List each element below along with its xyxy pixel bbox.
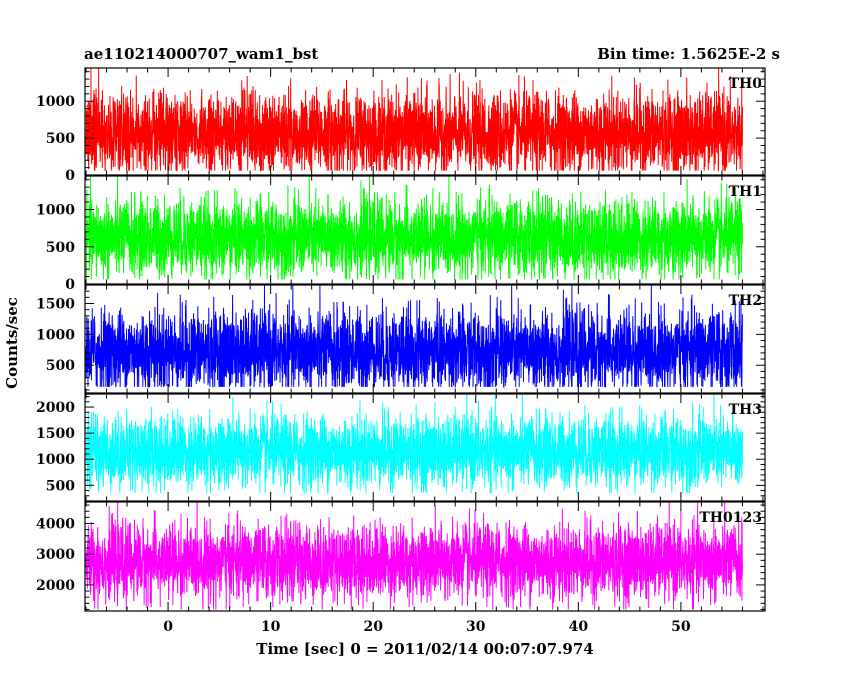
series-line-th0123 <box>85 501 743 610</box>
x-tick-label: 0 <box>163 619 173 635</box>
y-tick-label: 4000 <box>36 516 75 532</box>
panel-frame <box>84 393 766 502</box>
x-tick-label: 20 <box>363 619 383 635</box>
series-line-th0 <box>85 67 743 172</box>
x-axis-label: Time [sec] 0 = 2011/02/14 00:07:07.974 <box>256 640 593 658</box>
y-tick-label: 0 <box>65 277 75 293</box>
panel-th0: 0 500 1000 TH0 <box>36 67 766 184</box>
panel-frame <box>84 501 766 612</box>
y-tick-label: 0 <box>65 168 75 184</box>
panel-label-th0123: TH0123 <box>699 510 762 526</box>
panel-th0123: 2000 3000 4000 TH0123 <box>36 501 766 612</box>
chart-title-right: Bin time: 1.5625E-2 s <box>597 45 780 63</box>
y-tick-label: 1500 <box>36 426 75 442</box>
panel-label-th0: TH0 <box>729 76 763 92</box>
y-tick-label: 3000 <box>36 547 75 563</box>
panel-label-th2: TH2 <box>729 293 762 309</box>
y-tick-label: 1000 <box>36 327 75 343</box>
y-tick-label: 500 <box>46 240 75 256</box>
panel-th1: 0 500 1000 TH1 <box>36 175 766 293</box>
panel-frame <box>84 175 766 285</box>
panel-label-th1: TH1 <box>729 184 762 200</box>
panel-label-th3: TH3 <box>729 402 762 418</box>
chart-title-left: ae110214000707_wam1_bst <box>84 45 318 63</box>
y-tick-label: 1500 <box>36 297 75 313</box>
panel-frame <box>84 67 766 176</box>
y-tick-label: 1000 <box>36 203 75 219</box>
y-tick-label: 500 <box>46 478 75 494</box>
series-line-th1 <box>85 175 743 281</box>
x-tick-label: 50 <box>671 619 691 635</box>
series-line-th3 <box>85 393 743 494</box>
panel-frame <box>84 284 766 394</box>
x-tick-label: 30 <box>466 619 486 635</box>
y-tick-label: 500 <box>46 131 75 147</box>
y-tick-label: 2000 <box>36 400 75 416</box>
panel-th3: 500 1000 1500 2000 TH3 <box>36 393 766 502</box>
x-axis: 0 10 20 30 40 50 <box>163 619 691 635</box>
y-tick-label: 500 <box>46 358 75 374</box>
panel-th2: 500 1000 1500 TH2 <box>36 284 766 394</box>
y-tick-label: 1000 <box>36 452 75 468</box>
x-tick-label: 40 <box>569 619 589 635</box>
y-axis-label: Counts/sec <box>3 297 21 389</box>
series-line-th2 <box>85 284 743 389</box>
x-tick-label: 10 <box>261 619 281 635</box>
y-tick-label: 1000 <box>36 94 75 110</box>
y-tick-label: 2000 <box>36 578 75 594</box>
panels-group: 0 500 1000 TH0 0 500 1000 TH1 500 1000 1500 TH2 500 1… <box>36 67 766 612</box>
